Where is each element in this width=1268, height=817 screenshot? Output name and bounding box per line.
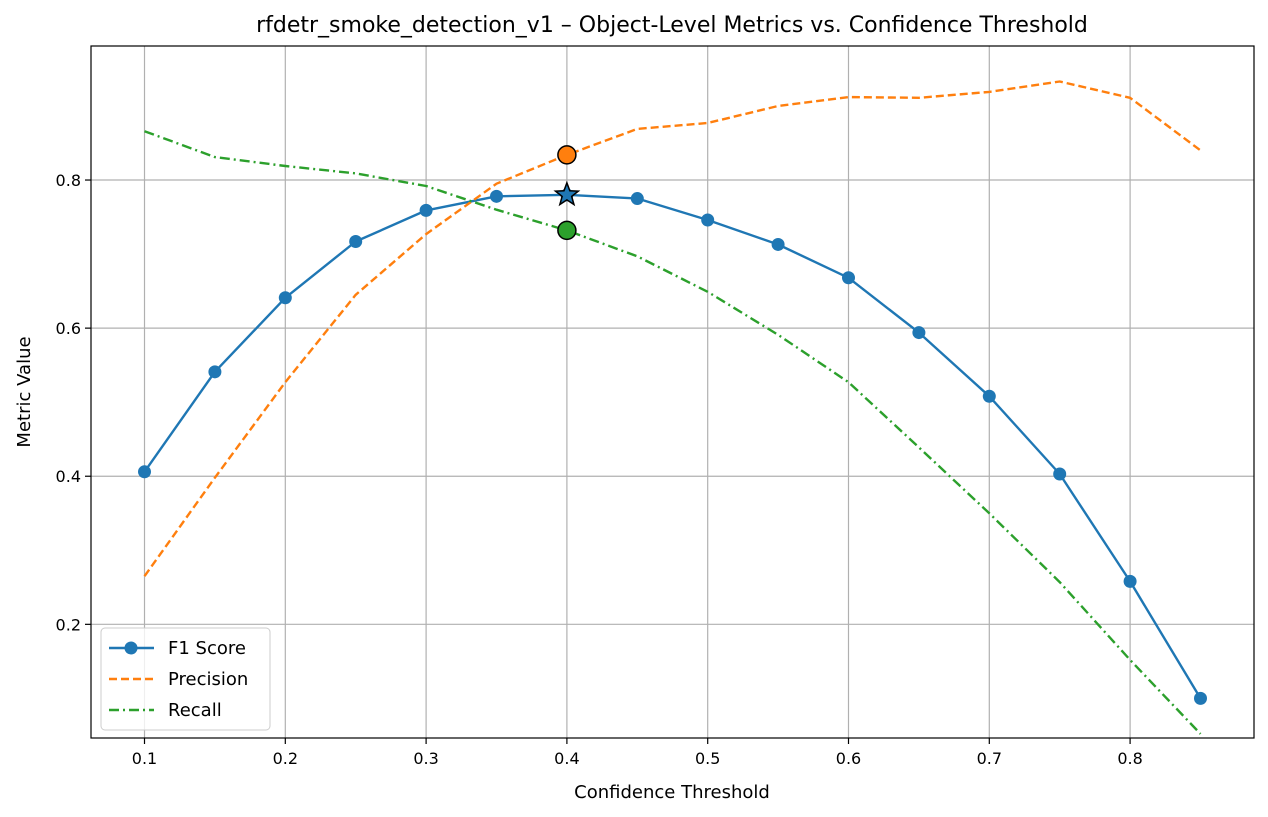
x-tick-label: 0.8	[1117, 749, 1142, 768]
f1-score-best-star-marker	[553, 180, 581, 207]
legend: F1 Score Precision Recall	[100, 627, 271, 731]
x-tick-label: 0.4	[554, 749, 579, 768]
x-tick-label: 0.3	[413, 749, 438, 768]
y-axis-label: Metric Value	[14, 336, 35, 447]
f1-score-point	[278, 291, 292, 305]
legend-f1-score-marker	[124, 641, 138, 655]
recall-best-marker	[557, 220, 577, 241]
legend-precision-label: Precision	[168, 669, 248, 690]
f1-score-point	[490, 189, 504, 203]
f1-score-point	[419, 203, 433, 217]
recall-line	[144, 130, 1202, 735]
f1-score-point	[841, 271, 855, 285]
precision-best-marker	[557, 145, 577, 165]
axis-ticks: 0.1 0.2 0.3 0.4 0.5 0.6 0.7 0.8 0.2 0.4 0.6 0.8	[56, 171, 1143, 768]
y-tick-label: 0.6	[56, 319, 81, 338]
legend-box	[100, 627, 271, 731]
f1-score-point	[771, 237, 785, 251]
f1-score-point	[912, 326, 926, 340]
f1-score-point	[701, 213, 715, 227]
legend-f1-score-label: F1 Score	[168, 638, 246, 659]
x-tick-label: 0.5	[695, 749, 720, 768]
x-tick-label: 0.2	[273, 749, 298, 768]
x-tick-label: 0.7	[977, 749, 1002, 768]
y-tick-label: 0.2	[56, 615, 81, 634]
highlight-markers	[553, 145, 581, 241]
f1-score-line	[143, 193, 1202, 700]
f1-score-point	[349, 234, 363, 248]
y-tick-label: 0.4	[56, 467, 81, 486]
f1-score-point	[208, 365, 222, 379]
f1-score-point	[1053, 467, 1067, 481]
x-axis-label: Confidence Threshold	[574, 782, 770, 803]
y-tick-label: 0.8	[56, 171, 81, 190]
f1-score-point	[982, 389, 996, 403]
legend-recall-label: Recall	[168, 700, 222, 721]
plot-frame	[90, 45, 1255, 739]
series-lines	[138, 80, 1207, 735]
precision-line	[143, 80, 1202, 577]
f1-score-point	[138, 465, 152, 479]
x-tick-label: 0.1	[132, 749, 157, 768]
x-tick-label: 0.6	[836, 749, 861, 768]
f1-score-point	[1193, 691, 1207, 705]
chart-title: rfdetr_smoke_detection_v1 – Object-Level…	[256, 13, 1088, 38]
f1-score-point	[1123, 574, 1137, 588]
f1-score-point	[630, 192, 644, 206]
